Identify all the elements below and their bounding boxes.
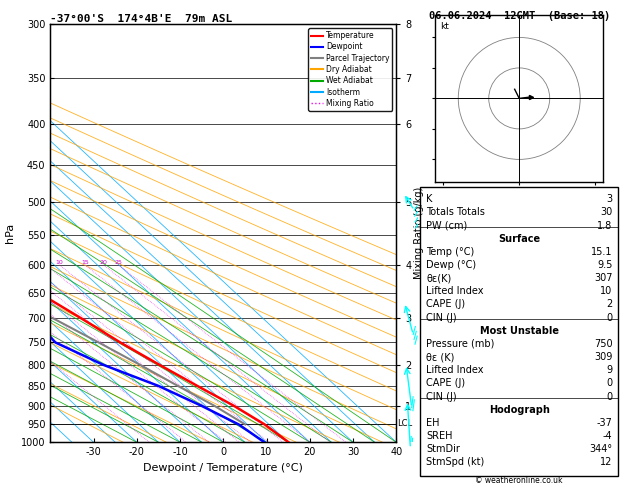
- Text: PW (cm): PW (cm): [426, 221, 467, 231]
- Text: -37°00'S  174°4B'E  79m ASL: -37°00'S 174°4B'E 79m ASL: [50, 14, 233, 23]
- Text: © weatheronline.co.uk: © weatheronline.co.uk: [476, 475, 563, 485]
- Text: 15.1: 15.1: [591, 247, 613, 257]
- Y-axis label: hPa: hPa: [6, 223, 15, 243]
- Text: StmDir: StmDir: [426, 444, 460, 454]
- Text: SREH: SREH: [426, 431, 453, 441]
- Text: CAPE (J): CAPE (J): [426, 299, 465, 310]
- Text: Dewp (°C): Dewp (°C): [426, 260, 476, 270]
- Text: 750: 750: [594, 339, 613, 349]
- Text: 344°: 344°: [589, 444, 613, 454]
- Text: CIN (J): CIN (J): [426, 312, 457, 323]
- Text: Temp (°C): Temp (°C): [426, 247, 474, 257]
- Text: 15: 15: [81, 260, 89, 265]
- Text: kt: kt: [440, 22, 449, 31]
- Text: Lifted Index: Lifted Index: [426, 365, 484, 375]
- Text: LCL: LCL: [397, 419, 412, 428]
- Legend: Temperature, Dewpoint, Parcel Trajectory, Dry Adiabat, Wet Adiabat, Isotherm, Mi: Temperature, Dewpoint, Parcel Trajectory…: [308, 28, 392, 111]
- Text: 307: 307: [594, 273, 613, 283]
- Y-axis label: Mixing Ratio (g/kg): Mixing Ratio (g/kg): [415, 187, 425, 279]
- Text: K: K: [426, 194, 433, 204]
- Text: 0: 0: [606, 379, 613, 388]
- X-axis label: Dewpoint / Temperature (°C): Dewpoint / Temperature (°C): [143, 463, 303, 473]
- Text: CAPE (J): CAPE (J): [426, 379, 465, 388]
- Text: Surface: Surface: [498, 234, 540, 244]
- Text: 3: 3: [606, 194, 613, 204]
- Text: 12: 12: [600, 457, 613, 467]
- Text: 06.06.2024  12GMT  (Base: 18): 06.06.2024 12GMT (Base: 18): [428, 11, 610, 21]
- Text: 309: 309: [594, 352, 613, 362]
- Text: 9.5: 9.5: [597, 260, 613, 270]
- Text: θε (K): θε (K): [426, 352, 455, 362]
- Text: Hodograph: Hodograph: [489, 405, 550, 415]
- Text: θε(K): θε(K): [426, 273, 452, 283]
- Text: 20: 20: [99, 260, 108, 265]
- Text: 1.8: 1.8: [597, 221, 613, 231]
- Text: Lifted Index: Lifted Index: [426, 286, 484, 296]
- Text: CIN (J): CIN (J): [426, 392, 457, 401]
- Text: Pressure (mb): Pressure (mb): [426, 339, 494, 349]
- Text: StmSpd (kt): StmSpd (kt): [426, 457, 484, 467]
- Text: EH: EH: [426, 418, 440, 428]
- Text: 10: 10: [600, 286, 613, 296]
- Text: Totals Totals: Totals Totals: [426, 208, 485, 217]
- Text: 10: 10: [55, 260, 64, 265]
- Text: 25: 25: [114, 260, 123, 265]
- Text: Most Unstable: Most Unstable: [480, 326, 559, 336]
- Text: -4: -4: [603, 431, 613, 441]
- Text: 0: 0: [606, 392, 613, 401]
- Text: -37: -37: [596, 418, 613, 428]
- Text: 9: 9: [606, 365, 613, 375]
- Text: 0: 0: [606, 312, 613, 323]
- Text: 30: 30: [600, 208, 613, 217]
- Text: 2: 2: [606, 299, 613, 310]
